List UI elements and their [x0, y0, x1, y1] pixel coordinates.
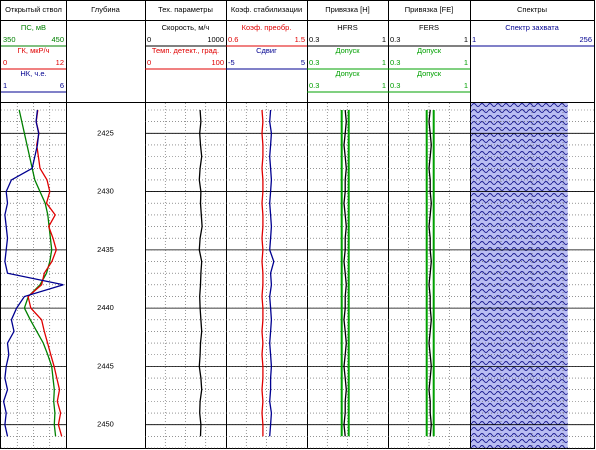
scale-min: 350	[3, 35, 16, 44]
scale-min: 0.3	[390, 35, 400, 44]
depth-label: 2445	[97, 361, 114, 370]
scale-max: 1	[382, 35, 386, 44]
scale-max: 100	[211, 58, 224, 67]
curve-name: Темп. детект., град.	[152, 46, 219, 55]
log-curve	[2, 109, 64, 437]
curve-name: Допуск	[417, 69, 442, 78]
log-curve	[198, 109, 203, 437]
scale-max: 1	[382, 58, 386, 67]
scale-max: 6	[60, 81, 64, 90]
scale-min: 0.6	[228, 35, 238, 44]
curve-name: Допуск	[335, 46, 360, 55]
depth-label: 2430	[97, 187, 114, 196]
curve-name: Скорость, м/ч	[162, 23, 210, 32]
log-curve	[261, 109, 264, 437]
log-curve	[343, 109, 347, 437]
depth-label: 2450	[97, 420, 114, 429]
scale-max: 1.5	[295, 35, 305, 44]
log-curve	[27, 109, 63, 437]
scale-min: 0	[3, 58, 7, 67]
scale-min: 0.3	[309, 35, 319, 44]
scale-min: 1	[3, 81, 7, 90]
curve-name: Коэф. преобр.	[242, 23, 292, 32]
depth-label: 2425	[97, 128, 114, 137]
log-curve	[18, 109, 57, 437]
scale-max: 1	[464, 58, 468, 67]
track-title: Глубина	[91, 5, 120, 14]
scale-min: 0.3	[309, 58, 319, 67]
track-title: Привязка [H]	[325, 5, 369, 14]
track-title: Спектры	[517, 5, 547, 14]
scale-max: 1	[382, 81, 386, 90]
spectrum-fill	[471, 103, 568, 448]
scale-min: 0.3	[390, 81, 400, 90]
curve-name: Спектр захвата	[505, 23, 559, 32]
curve-name: Допуск	[417, 46, 442, 55]
track-title: Тех. параметры	[158, 5, 213, 14]
scale-min: 0.3	[390, 58, 400, 67]
scale-max: 450	[51, 35, 64, 44]
depth-label: 2440	[97, 303, 114, 312]
curve-name: НК, ч.е.	[20, 69, 46, 78]
curve-name: HFRS	[337, 23, 357, 32]
scale-max: 256	[579, 35, 592, 44]
log-curve	[428, 109, 432, 437]
track-title: Коэф. стабилизации	[231, 5, 302, 14]
scale-min: 0.3	[309, 81, 319, 90]
curve-name: ПС, мВ	[21, 23, 46, 32]
scale-max: 12	[56, 58, 64, 67]
curve-name: Допуск	[335, 69, 360, 78]
curve-name: FERS	[419, 23, 439, 32]
log-curve	[269, 109, 275, 437]
scale-min: 0	[147, 35, 151, 44]
track-title: Привязка [FE]	[405, 5, 454, 14]
depth-label: 2435	[97, 245, 114, 254]
curve-name: ГК, мкР/ч	[17, 46, 49, 55]
scale-min: 1	[472, 35, 476, 44]
scale-min: 0	[147, 58, 151, 67]
scale-max: 5	[301, 58, 305, 67]
scale-max: 1	[464, 35, 468, 44]
scale-max: 1000	[207, 35, 224, 44]
scale-max: 1	[464, 81, 468, 90]
track-title: Открытый ствол	[5, 5, 62, 14]
scale-min: -5	[228, 58, 235, 67]
curve-name: Сдвиг	[256, 46, 277, 55]
